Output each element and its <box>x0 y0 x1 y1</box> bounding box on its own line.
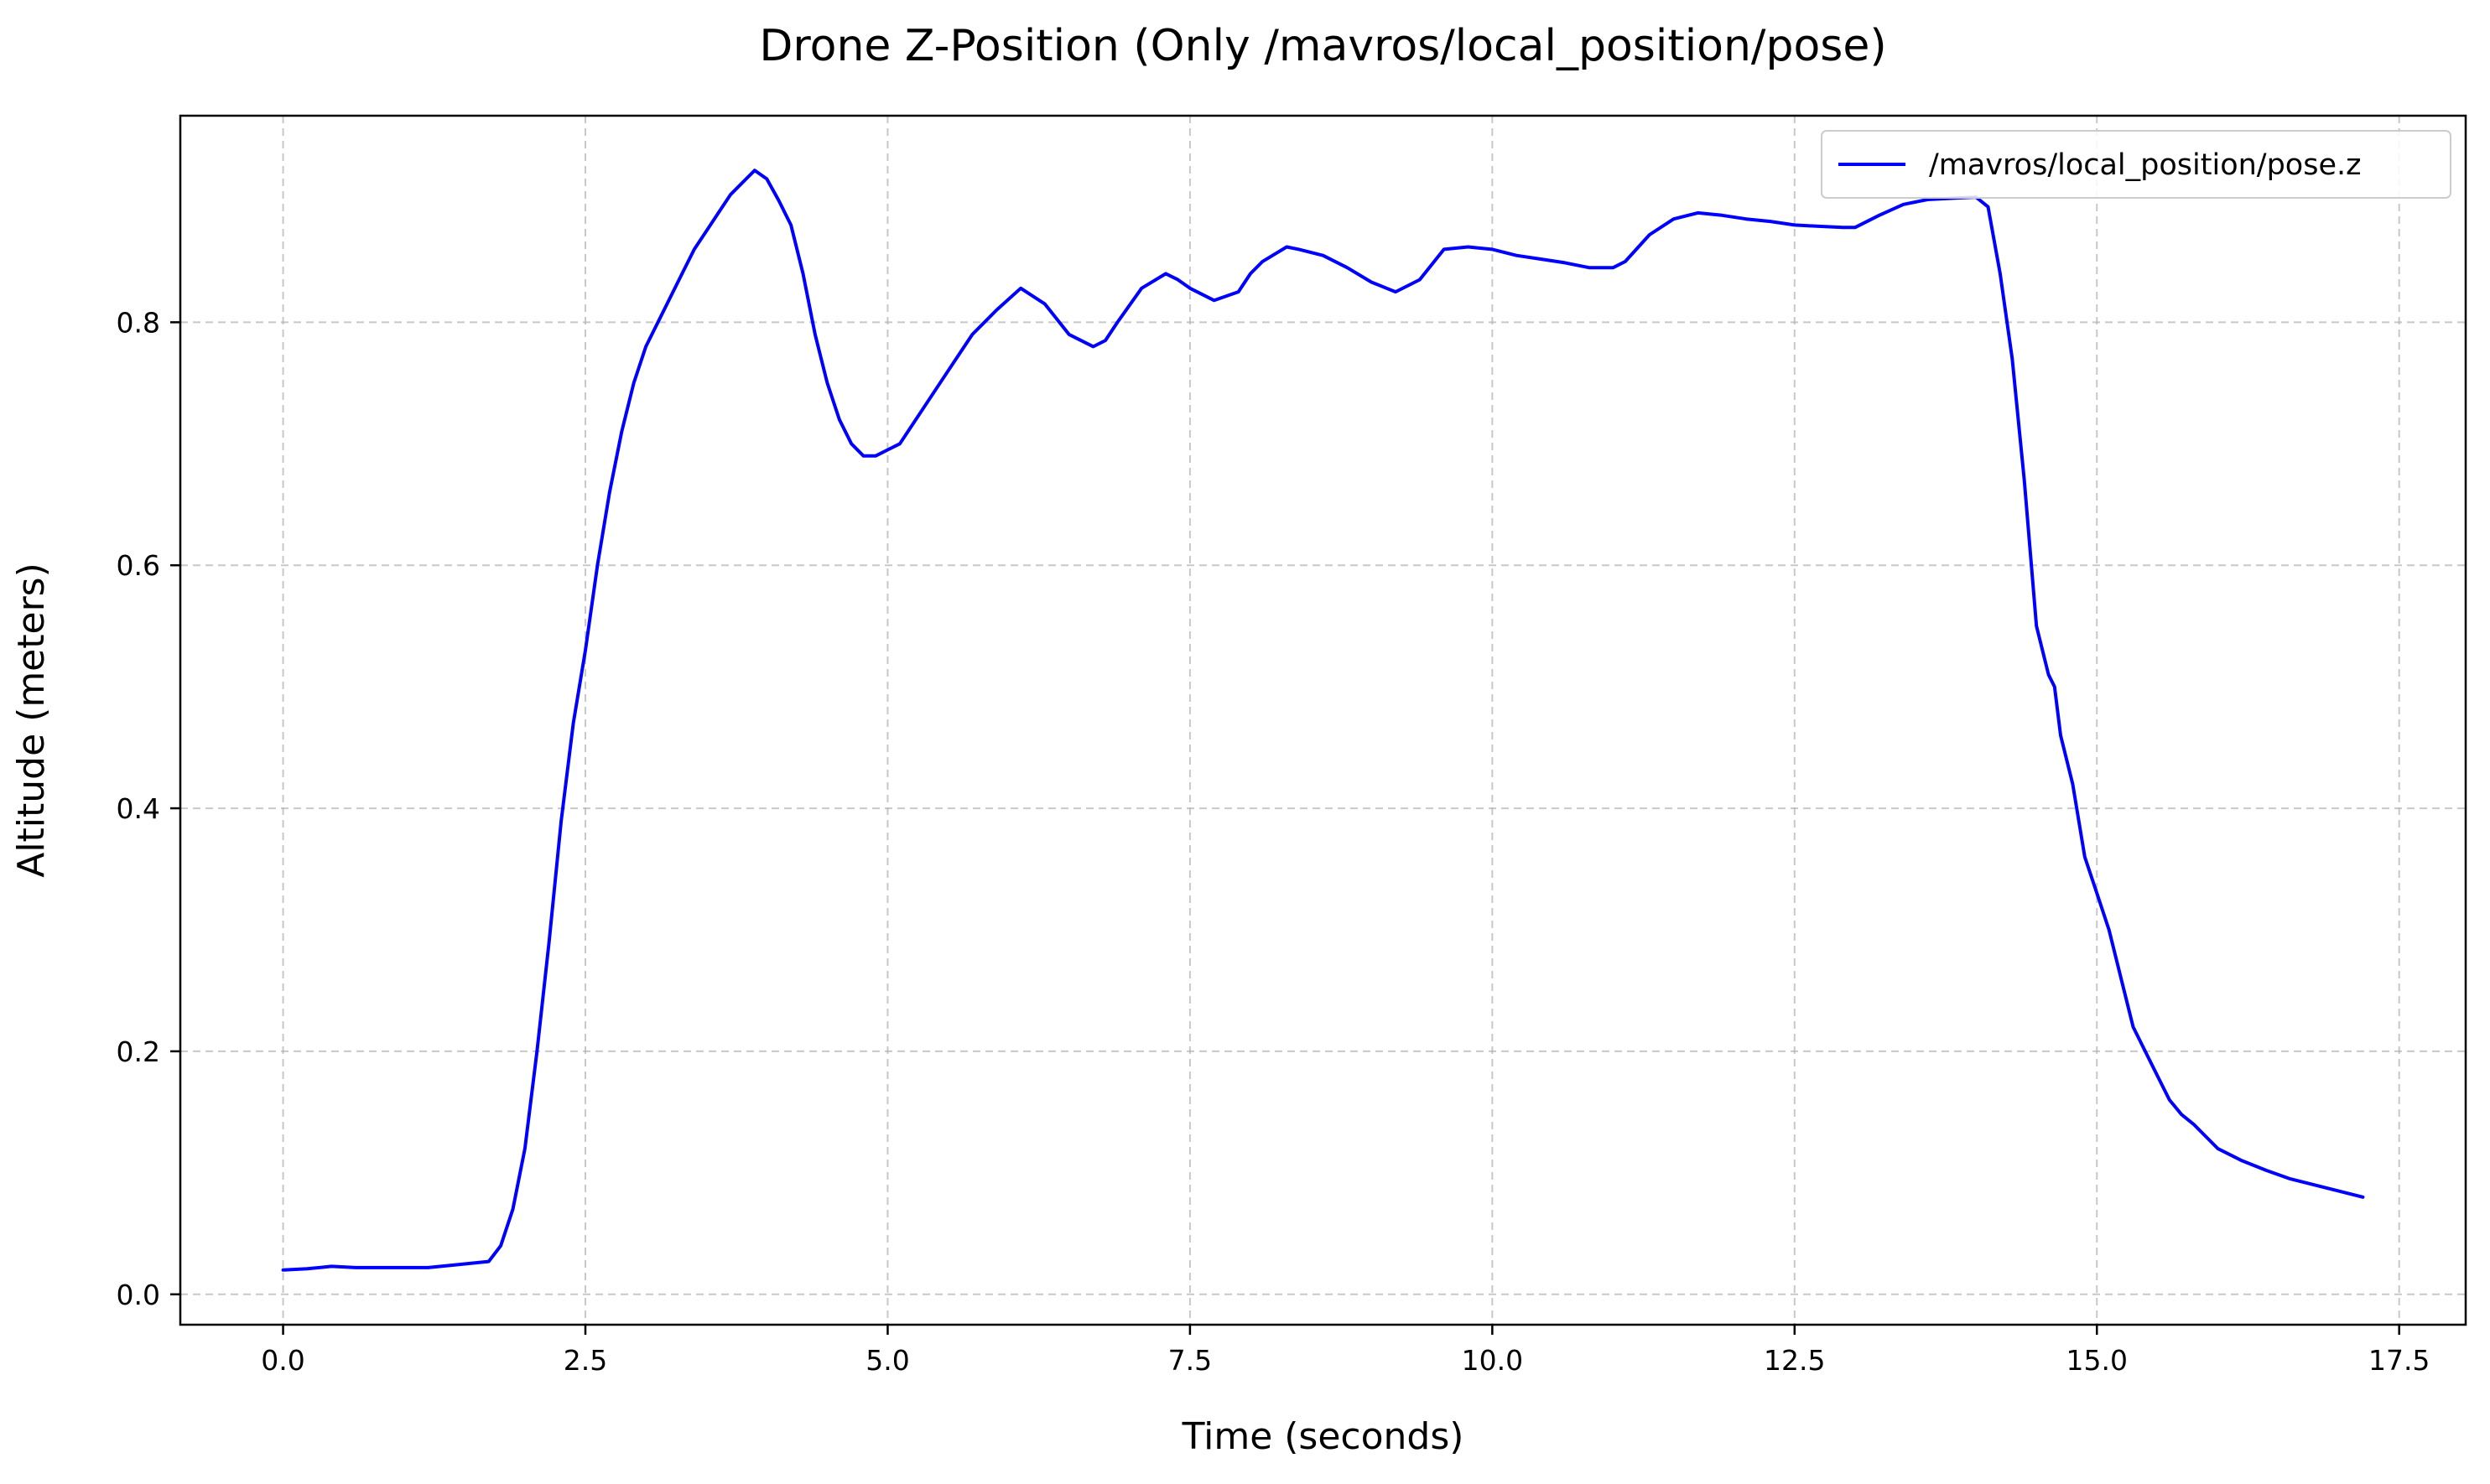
axis-ticks: 0.0 2.5 5.0 7.5 10.0 12.5 15.0 17.5 0.0 0.2 0.4 0.6… <box>117 306 2430 1377</box>
y-tick-label: 0.0 <box>117 1279 160 1311</box>
x-tick-label: 5.0 <box>866 1344 909 1377</box>
x-tick-label: 17.5 <box>2368 1344 2430 1377</box>
series-line-pose-z <box>281 169 2365 1272</box>
y-tick-label: 0.2 <box>117 1035 160 1068</box>
y-tick-label: 0.8 <box>117 306 160 339</box>
x-tick-label: 10.0 <box>1462 1344 1523 1377</box>
legend-box <box>1821 130 2451 199</box>
x-axis-title: Time (seconds) <box>1182 1415 1464 1458</box>
chart-title: Drone Z-Position (Only /mavros/local_pos… <box>759 21 1886 71</box>
y-tick-label: 0.4 <box>117 792 160 825</box>
x-tick-label: 0.0 <box>261 1344 304 1377</box>
grid-lines <box>180 116 2466 1325</box>
legend: /mavros/local_position/pose.z <box>1821 130 2451 199</box>
x-tick-label: 7.5 <box>1168 1344 1212 1377</box>
y-axis-title: Altitude (meters) <box>10 563 53 878</box>
y-tick-label: 0.6 <box>117 549 160 582</box>
legend-label-pose-z: /mavros/local_position/pose.z <box>1929 148 2361 182</box>
x-tick-label: 12.5 <box>1764 1344 1825 1377</box>
plot-area-frame <box>179 114 2467 1326</box>
x-tick-label: 2.5 <box>564 1344 607 1377</box>
x-tick-label: 15.0 <box>2066 1344 2128 1377</box>
